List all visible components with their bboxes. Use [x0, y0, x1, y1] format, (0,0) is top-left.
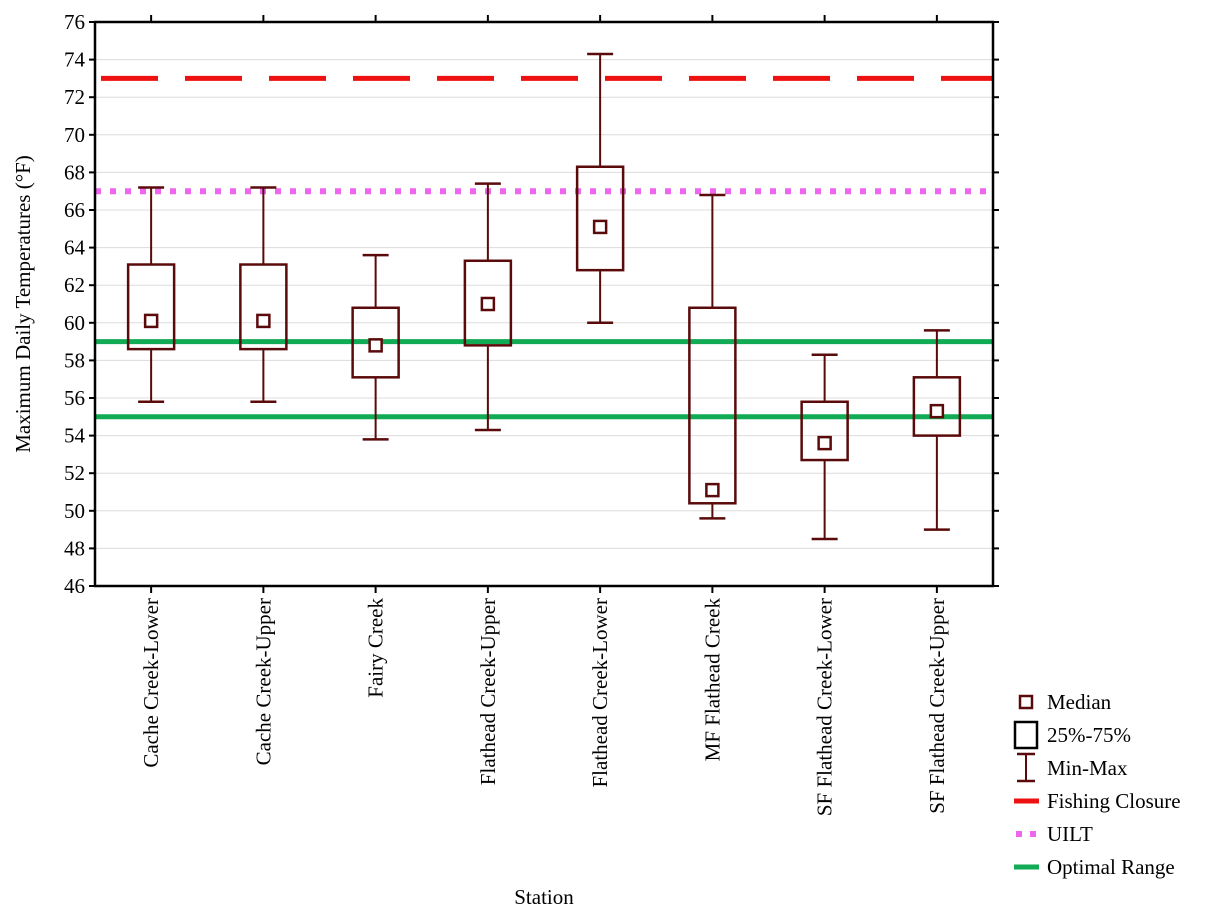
y-tick-label: 58 [64, 348, 85, 372]
legend-item: Median [1018, 690, 1112, 714]
iqr-box [126, 263, 176, 351]
y-tick-label: 70 [64, 123, 85, 147]
median-marker [143, 313, 159, 329]
legend-label: 25%-75% [1047, 723, 1131, 747]
reference-lines [95, 75, 993, 420]
iqr-box [463, 259, 513, 347]
y-tick-label: 76 [64, 10, 85, 34]
x-tick-label: MF Flathead Creek [700, 598, 724, 762]
x-tick-label: Cache Creek-Upper [251, 598, 275, 765]
x-tick-label: SF Flathead Creek-Upper [925, 598, 949, 814]
iqr-box [688, 306, 737, 505]
box-series [126, 52, 962, 541]
y-tick-label: 48 [64, 536, 85, 560]
x-tick-label: Flathead Creek-Upper [476, 598, 500, 785]
median-marker [705, 482, 720, 498]
y-tick-label: 46 [64, 574, 85, 598]
x-tick-label: Flathead Creek-Lower [588, 598, 612, 788]
x-tick-label: Cache Creek-Lower [139, 598, 163, 768]
y-tick-label: 52 [64, 461, 85, 485]
legend-item: UILT [1016, 822, 1093, 846]
legend: Median 25%-75% Min-Max Fishing Closure UILT O… [1013, 690, 1181, 879]
x-axis-label: Station [514, 885, 574, 909]
box-6 [688, 193, 737, 520]
legend-label: Fishing Closure [1047, 789, 1181, 813]
median-marker [480, 296, 496, 312]
legend-label: Median [1047, 690, 1112, 714]
iqr-box [912, 376, 962, 437]
box-1 [126, 186, 176, 404]
legend-label: UILT [1047, 822, 1093, 846]
legend-item: Optimal Range [1014, 855, 1175, 879]
box-2 [239, 186, 288, 404]
median-marker [817, 435, 832, 451]
legend-label: Min-Max [1047, 756, 1128, 780]
median-marker [368, 338, 383, 353]
x-tick-label: SF Flathead Creek-Lower [813, 598, 837, 816]
iqr-box [351, 306, 400, 379]
y-tick-label: 72 [64, 85, 85, 109]
y-tick-label: 74 [64, 48, 86, 72]
gridlines [95, 59, 993, 549]
axes: 46 48 50 52 54 56 58 60 62 64 66 68 70 72 74 76 Cache Cr… [64, 10, 999, 816]
box-5 [575, 52, 625, 325]
box-7 [800, 353, 849, 541]
median-marker [929, 403, 945, 419]
legend-item: Fishing Closure [1014, 789, 1181, 813]
y-tick-label: 64 [64, 236, 86, 260]
iqr-box [239, 263, 288, 351]
legend-median-symbol [1018, 694, 1034, 710]
plot-area-frame [93, 20, 995, 588]
legend-box-symbol [1013, 720, 1039, 750]
median-marker [592, 219, 608, 235]
median-marker [256, 313, 271, 329]
box-8 [912, 329, 962, 531]
legend-item: Min-Max [1017, 752, 1128, 783]
legend-item: 25%-75% [1013, 720, 1131, 750]
iqr-box [800, 400, 849, 462]
legend-label: Optimal Range [1047, 855, 1175, 879]
y-tick-label: 56 [64, 386, 85, 410]
y-tick-label: 60 [64, 311, 85, 335]
x-tick-label: Fairy Creek [364, 598, 388, 698]
y-tick-label: 62 [64, 273, 85, 297]
y-tick-label: 54 [64, 424, 86, 448]
y-tick-label: 66 [64, 198, 85, 222]
y-tick-label: 68 [64, 160, 85, 184]
y-axis-label: Maximum Daily Temperatures (°F) [11, 155, 35, 453]
iqr-box [575, 165, 625, 272]
box-3 [351, 253, 400, 441]
box-4 [463, 182, 513, 432]
y-tick-label: 50 [64, 499, 85, 523]
